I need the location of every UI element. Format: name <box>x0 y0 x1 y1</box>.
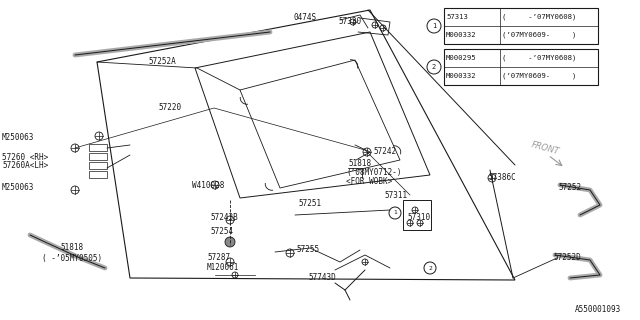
Text: 57252A: 57252A <box>148 58 176 67</box>
Text: 1: 1 <box>393 211 397 215</box>
Text: 57287: 57287 <box>207 253 230 262</box>
Bar <box>89 171 107 178</box>
Text: 51818: 51818 <box>348 158 371 167</box>
Text: (’07MY0609-     ): (’07MY0609- ) <box>502 73 577 79</box>
Text: (’08MY0712-): (’08MY0712-) <box>346 167 401 177</box>
Text: M000332: M000332 <box>446 73 477 79</box>
Text: 57255: 57255 <box>296 244 319 253</box>
Text: 57311: 57311 <box>384 191 407 201</box>
Text: 57243B: 57243B <box>210 213 237 222</box>
Text: 2: 2 <box>432 64 436 70</box>
Text: (’07MY0609-     ): (’07MY0609- ) <box>502 32 577 38</box>
Text: FRONT: FRONT <box>530 140 560 156</box>
Bar <box>444 49 598 85</box>
Text: W410028: W410028 <box>192 180 225 189</box>
Text: 0474S: 0474S <box>294 12 317 21</box>
Bar <box>444 8 598 44</box>
Text: 51818: 51818 <box>60 244 83 252</box>
Text: (     -’07MY0608): ( -’07MY0608) <box>502 55 577 61</box>
Text: (     -’07MY0608): ( -’07MY0608) <box>502 14 577 20</box>
Text: 57251: 57251 <box>298 198 321 207</box>
Text: 57260A<LH>: 57260A<LH> <box>2 162 48 171</box>
Text: 57260 <RH>: 57260 <RH> <box>2 153 48 162</box>
Circle shape <box>225 237 235 247</box>
Text: M120061: M120061 <box>207 263 239 273</box>
Text: 57313: 57313 <box>446 14 468 20</box>
Bar <box>89 153 107 160</box>
Text: 57242: 57242 <box>373 148 396 156</box>
Text: 57386C: 57386C <box>488 173 516 182</box>
Text: M000295: M000295 <box>446 55 477 61</box>
Text: M250063: M250063 <box>2 183 35 193</box>
Text: 1: 1 <box>432 23 436 29</box>
Text: 57310: 57310 <box>407 213 430 222</box>
Bar <box>89 144 107 151</box>
Text: 57330: 57330 <box>338 18 361 27</box>
Text: 57252D: 57252D <box>553 253 580 262</box>
Text: M000332: M000332 <box>446 32 477 38</box>
Text: M250063: M250063 <box>2 133 35 142</box>
Text: ( -’05MY0505): ( -’05MY0505) <box>42 253 102 262</box>
Bar <box>89 162 107 169</box>
Text: 57252: 57252 <box>558 183 581 193</box>
Text: 2: 2 <box>428 266 432 270</box>
Bar <box>403 200 431 230</box>
Text: 57743D: 57743D <box>308 274 336 283</box>
Text: 57254: 57254 <box>210 228 233 236</box>
Text: <FOR WOBK>: <FOR WOBK> <box>346 177 392 186</box>
Text: 57220: 57220 <box>158 103 181 113</box>
Text: A550001093: A550001093 <box>575 306 621 315</box>
